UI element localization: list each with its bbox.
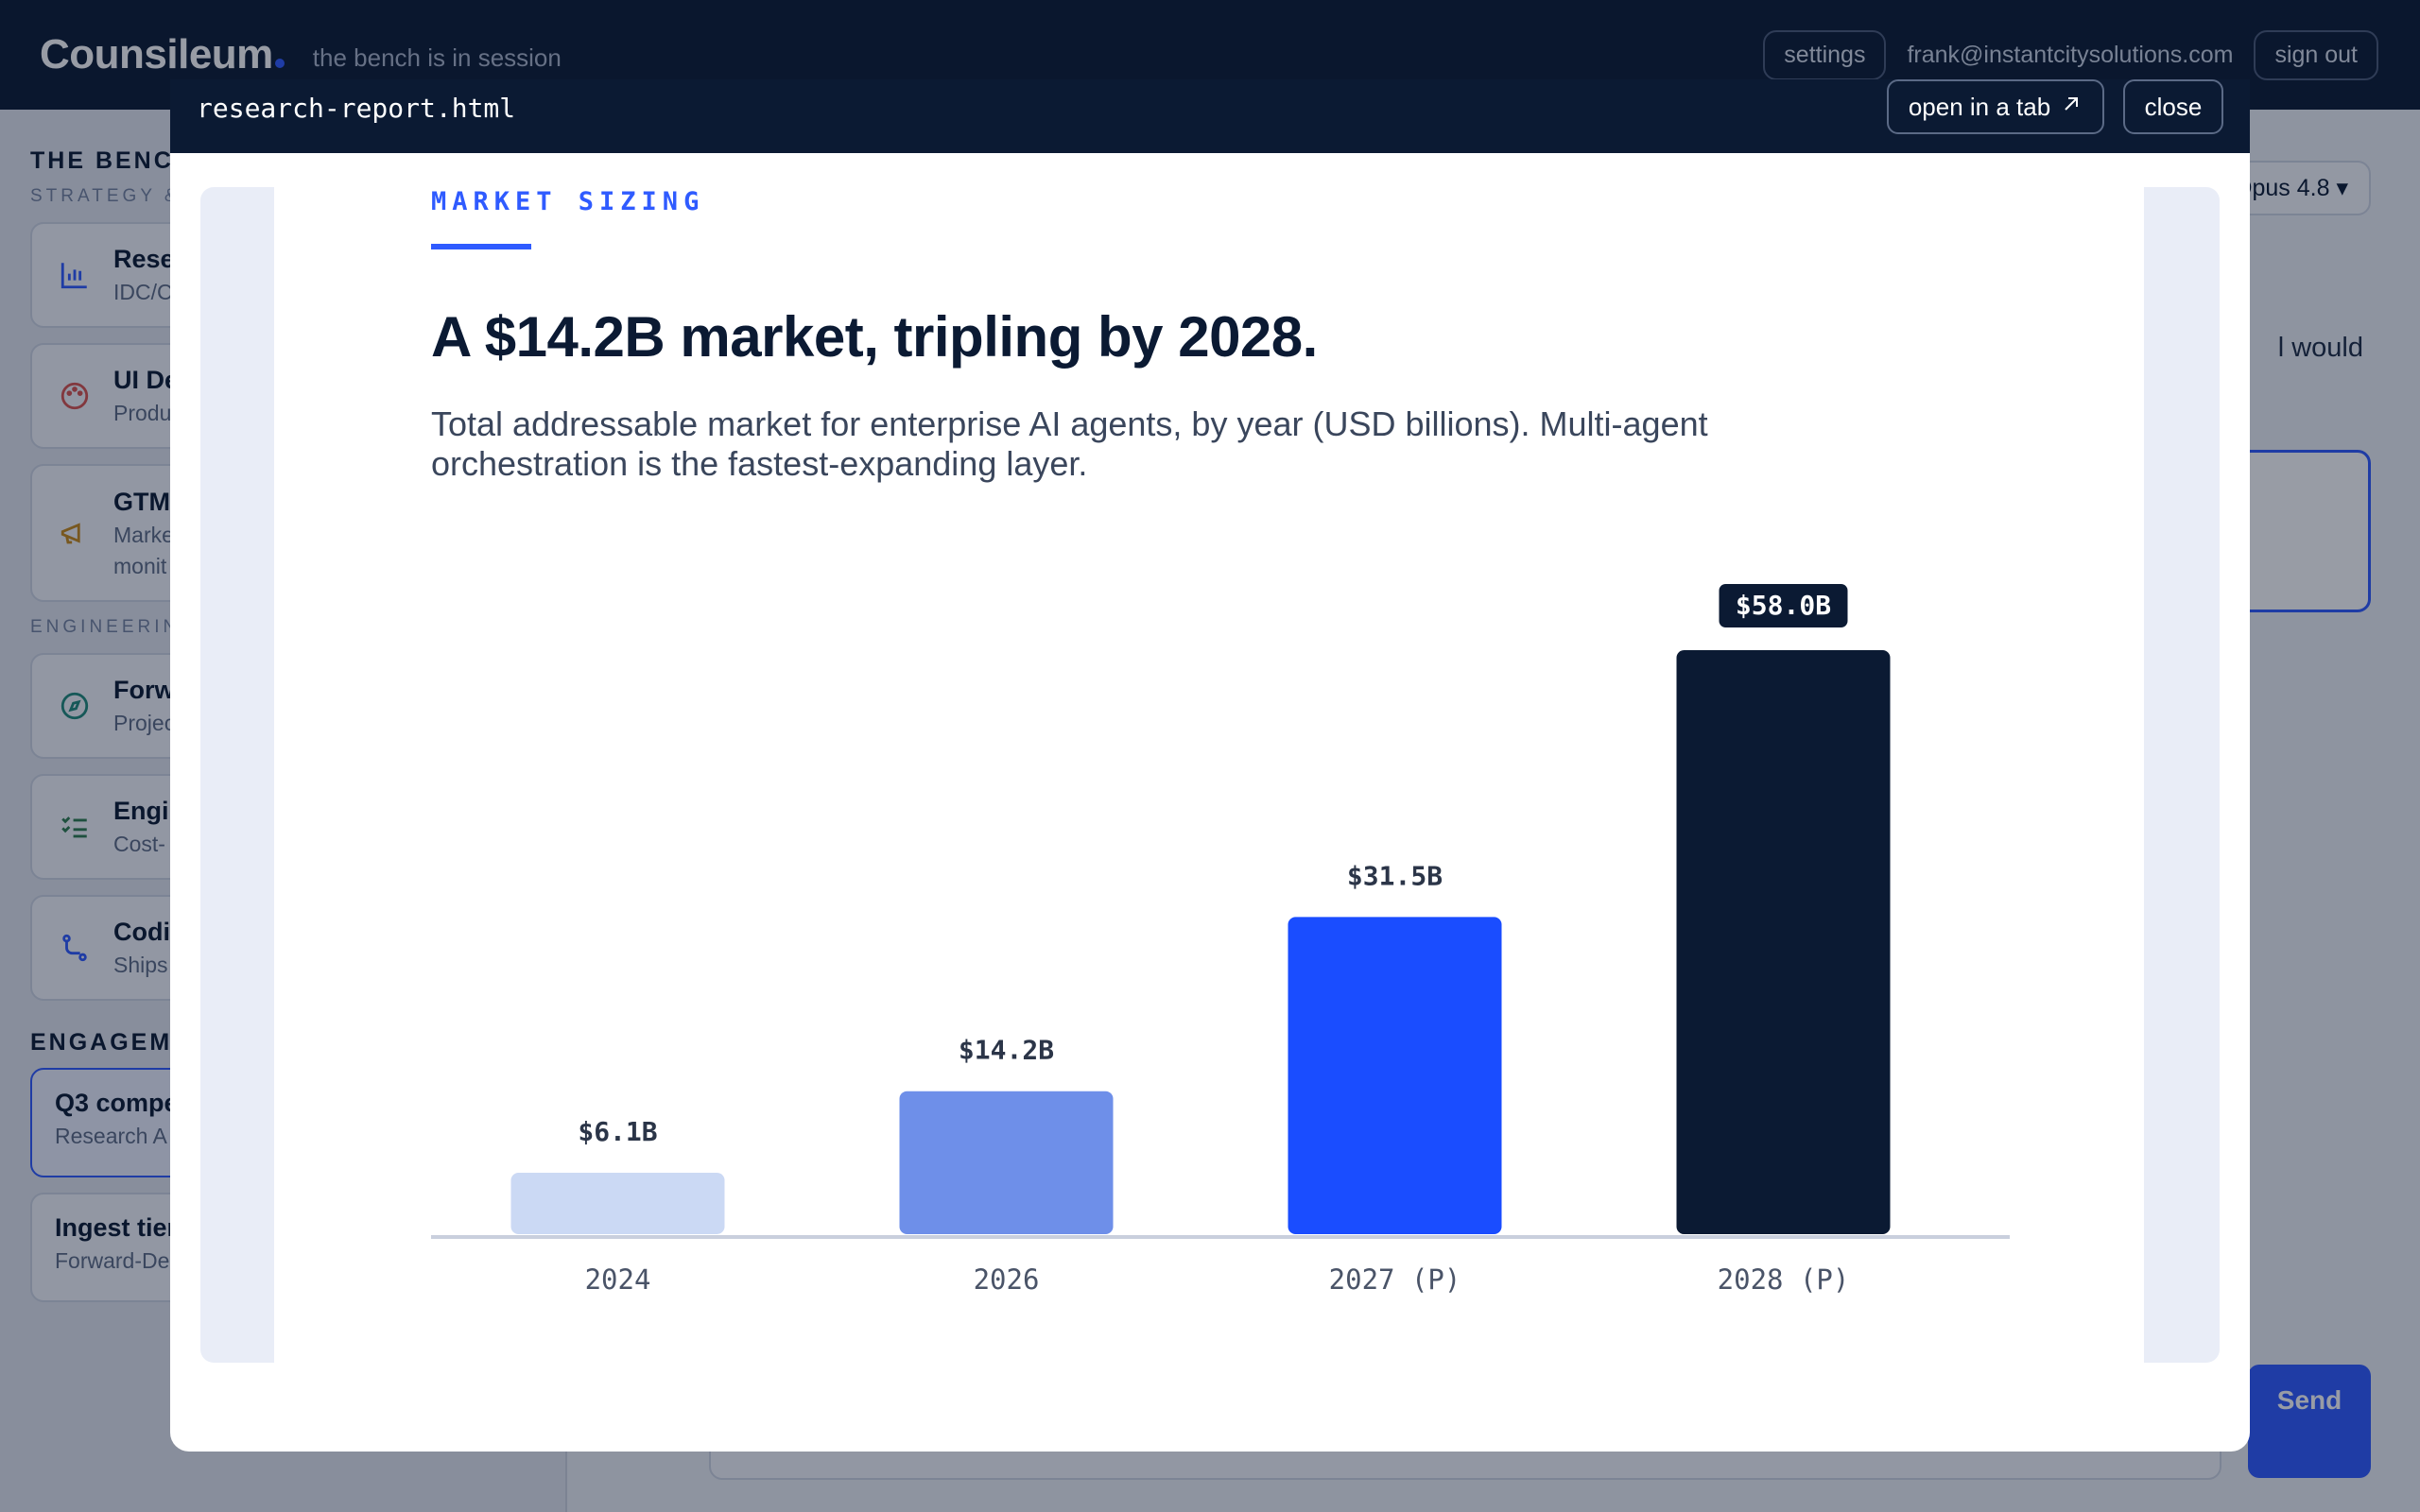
engagement-title: Q3 compe [55, 1089, 179, 1117]
tick-label-3: 2028 (P) [1718, 1263, 1850, 1296]
sidebar-item-desc: IDC/C [113, 280, 173, 304]
sidebar-item-desc: Produ [113, 401, 172, 425]
engagement-title: Ingest tier [55, 1213, 178, 1242]
user-email: frank@instantcitysolutions.com [1907, 42, 2234, 68]
message-snippet: l would [2277, 333, 2363, 363]
checklist-icon [57, 809, 93, 845]
open-in-tab-button[interactable]: open in a tab [1887, 79, 2104, 134]
external-arrow-icon [2060, 93, 2083, 122]
sign-out-button[interactable]: sign out [2254, 30, 2378, 80]
palette-icon [57, 378, 93, 414]
eyebrow-rule [431, 244, 531, 249]
close-button[interactable]: close [2123, 79, 2223, 134]
sidebar-item-desc: Marke [113, 522, 174, 547]
engagement-desc: Forward-De [55, 1248, 170, 1273]
tick-label-2: 2027 (P) [1329, 1263, 1461, 1296]
compass-icon [57, 688, 93, 724]
sidebar-item-title: Rese [113, 245, 175, 273]
market-bar-chart: $6.1B 2024 $14.2B 2026 $31.5B 2027 (P) $58.0B 2… [431, 584, 2010, 1296]
value-label-1: $14.2B [959, 1035, 1054, 1066]
sidebar-item-title: GTM [113, 487, 170, 516]
value-label-3: $58.0B [1736, 590, 1831, 621]
preview-modal: MARKET SIZING A $14.2B market, tripling … [170, 108, 2250, 1452]
sidebar-item-title: UI De [113, 366, 180, 394]
bar-3 [1676, 650, 1891, 1234]
sidebar-group-strategy: STRATEGY & [30, 186, 181, 206]
open-in-tab-label: open in a tab [1908, 92, 2051, 121]
sidebar-item-desc: Cost- [113, 832, 165, 856]
report-subhead: Total addressable market for enterprise … [431, 404, 1708, 483]
tagline: the bench is in session [312, 43, 562, 72]
sidebar-group-engineering: ENGINEERIN [30, 617, 181, 637]
sidebar-heading: THE BENCH [30, 147, 194, 174]
modal-titlebar: research-report.html open in a tab close [170, 79, 2250, 153]
report-eyebrow: MARKET SIZING [431, 187, 705, 216]
sidebar-item-title: Engi [113, 797, 169, 825]
value-label-2: $31.5B [1347, 860, 1443, 891]
send-button[interactable]: Send [2248, 1365, 2371, 1478]
sidebar-item-desc: Projec [113, 711, 176, 735]
sidebar-item-title: Codi [113, 918, 170, 946]
git-branch-icon [57, 930, 93, 966]
tick-label-0: 2024 [585, 1263, 651, 1296]
bar-2 [1288, 917, 1502, 1234]
report-headline: A $14.2B market, tripling by 2028. [431, 305, 1318, 369]
bar-1 [899, 1091, 1114, 1234]
tick-label-1: 2026 [974, 1263, 1040, 1296]
engagement-desc: Research A [55, 1124, 167, 1148]
report-frame[interactable]: MARKET SIZING A $14.2B market, tripling … [200, 187, 2220, 1363]
modal-filename: research-report.html [197, 93, 516, 124]
bar-chart-icon [57, 257, 93, 293]
report-page: MARKET SIZING A $14.2B market, tripling … [274, 187, 2144, 1363]
value-label-bg [1719, 584, 1848, 627]
sidebar-item-title: Forw [113, 676, 175, 704]
sidebar-item-desc: Ships [113, 953, 168, 977]
bar-0 [510, 1173, 725, 1234]
value-label-0: $6.1B [578, 1116, 657, 1147]
brand-dot-icon [274, 59, 285, 68]
megaphone-icon [57, 515, 93, 551]
sidebar-group-engagements: ENGAGEME [30, 1029, 191, 1056]
sidebar-item-desc-2: monit [113, 553, 167, 578]
brand-logo[interactable]: Counsileum [40, 31, 285, 78]
chevron-down-icon: ▾ [2336, 175, 2348, 201]
